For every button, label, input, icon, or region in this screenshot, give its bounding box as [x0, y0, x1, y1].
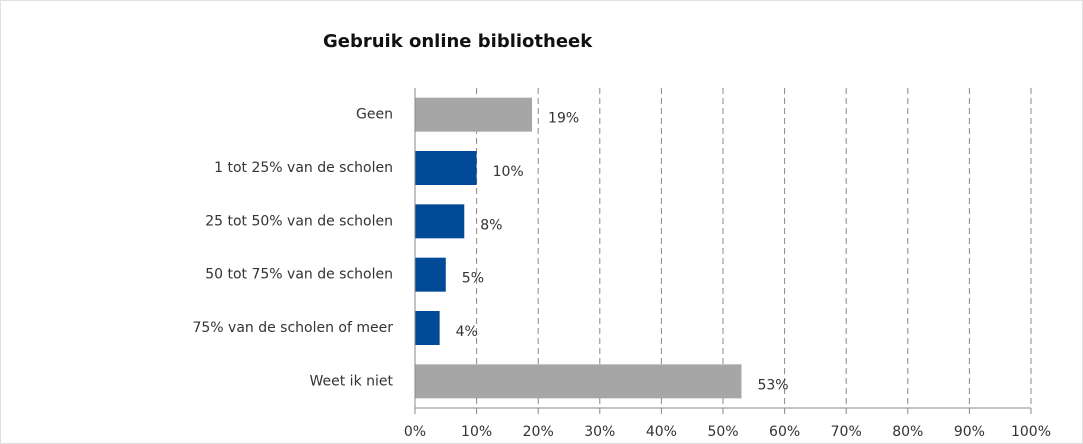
bar: [415, 257, 446, 292]
data-label: 4%: [456, 324, 478, 340]
bar: [415, 97, 533, 132]
data-label: 5%: [462, 271, 484, 287]
x-tick-label: 100%: [1011, 424, 1051, 440]
data-label: 19%: [548, 111, 579, 127]
bar: [415, 204, 465, 239]
bar: [415, 151, 477, 185]
data-label: 10%: [493, 164, 524, 180]
bar: [415, 311, 440, 345]
data-label: 53%: [757, 377, 788, 393]
x-tick-label: 30%: [584, 424, 615, 440]
x-tick-label: 10%: [461, 424, 492, 440]
y-tick-label: Geen: [356, 107, 393, 123]
x-tick-label: 70%: [831, 424, 862, 440]
data-label: 8%: [480, 217, 502, 233]
x-tick-label: 0%: [404, 424, 426, 440]
chart-title: Gebruik online bibliotheek: [323, 31, 593, 52]
x-tick-label: 20%: [523, 424, 554, 440]
y-tick-label: 75% van de scholen of meer: [192, 320, 393, 336]
x-tick-label: 80%: [892, 424, 923, 440]
x-tick-label: 40%: [646, 424, 677, 440]
bar: [415, 364, 742, 399]
y-tick-label: 25 tot 50% van de scholen: [205, 213, 393, 229]
x-tick-label: 60%: [769, 424, 800, 440]
x-tick-label: 90%: [954, 424, 985, 440]
x-tick-label: 50%: [707, 424, 738, 440]
y-tick-label: 1 tot 25% van de scholen: [214, 160, 393, 176]
y-tick-label: Weet ik niet: [309, 373, 393, 389]
y-tick-label: 50 tot 75% van de scholen: [205, 267, 393, 283]
